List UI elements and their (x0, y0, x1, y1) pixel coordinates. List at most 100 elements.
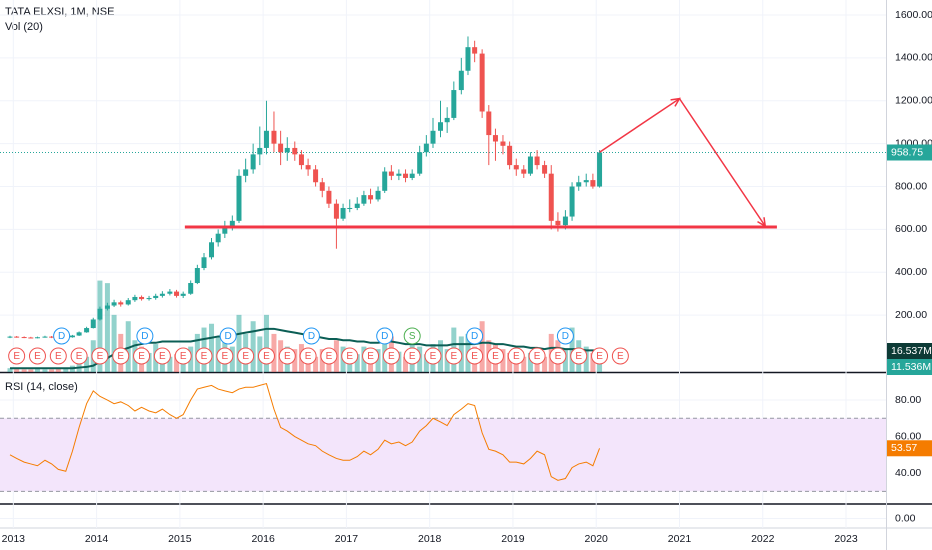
earnings-marker (237, 347, 255, 365)
candle-body (146, 298, 152, 300)
earnings-marker (299, 347, 317, 365)
volume-ma-last-label: 16.537M (891, 345, 932, 357)
candle-body (153, 295, 159, 299)
candle-body (368, 195, 374, 200)
earnings-label: E (76, 351, 83, 362)
y-tick-label: 1600.00 (895, 9, 932, 21)
earnings-label: E (617, 351, 624, 362)
volume-bar (292, 349, 298, 372)
earnings-marker (570, 347, 588, 365)
arrow-head (670, 97, 681, 107)
candle-body (174, 291, 180, 296)
candle-body (569, 186, 575, 217)
earnings-label: E (284, 351, 291, 362)
band-layer (0, 417, 886, 492)
rsi-tick-label: 60.00 (895, 430, 921, 442)
dividends-marker (556, 327, 574, 345)
candle-body (465, 47, 471, 71)
candle-body (49, 336, 55, 338)
dividends-label: D (225, 331, 232, 342)
candle-body (333, 203, 339, 219)
candle-body (403, 173, 409, 178)
candle-body (326, 190, 332, 204)
earnings-marker (403, 347, 421, 365)
earnings-marker (507, 347, 525, 365)
candle-body (513, 165, 519, 170)
earnings-label: E (534, 351, 541, 362)
volume-bar (375, 349, 381, 372)
rsi-tick-label: 40.00 (895, 467, 921, 479)
last-price-label: 958.75 (891, 146, 923, 158)
y-tick-label: 600.00 (895, 223, 927, 235)
splits-label: S (409, 331, 416, 342)
candle-body (42, 336, 48, 338)
earnings-marker (28, 347, 46, 365)
candle-body (423, 143, 429, 153)
volume-bar (146, 352, 152, 372)
earnings-marker (133, 347, 151, 365)
candle-body (486, 111, 492, 136)
earnings-label: E (221, 351, 228, 362)
candle-body (305, 165, 311, 170)
earnings-marker (549, 347, 567, 365)
candle-body (583, 180, 589, 183)
earnings-label: E (263, 351, 270, 362)
dividends-label: D (562, 331, 569, 342)
rsi-title: RSI (14, close) (5, 381, 78, 393)
volume-bar (42, 369, 48, 372)
earnings-label: E (575, 351, 582, 362)
earnings-label: E (138, 351, 145, 362)
candle-body (271, 130, 277, 144)
earnings-label: E (34, 351, 41, 362)
candles-layer (7, 36, 603, 339)
earnings-marker (112, 347, 130, 365)
dividends-label: D (471, 331, 478, 342)
candle-body (250, 154, 256, 170)
volume-bar (209, 323, 215, 372)
candle-body (492, 135, 498, 142)
volume-bar (104, 283, 110, 372)
candle-body (576, 182, 582, 187)
candle-body (479, 53, 485, 112)
projection-arrow (599, 97, 766, 227)
volume-bar (403, 356, 409, 372)
x-tick-label: 2013 (2, 533, 26, 545)
volume-bar (527, 352, 533, 372)
x-tick-label: 2020 (585, 533, 609, 545)
candle-body (125, 300, 131, 305)
x-tick-label: 2022 (751, 533, 775, 545)
x-tick-label: 2023 (834, 533, 858, 545)
candle-body (347, 207, 353, 209)
rsi-last-label: 53.57 (891, 442, 917, 454)
volume-bar (590, 352, 596, 372)
earnings-marker (424, 347, 442, 365)
x-tick-label: 2014 (85, 533, 109, 545)
dividends-label: D (308, 331, 315, 342)
candle-body (215, 233, 221, 243)
volume-bar (313, 356, 319, 372)
volume-bar (111, 314, 117, 372)
candle-body (21, 337, 27, 339)
earnings-marker (486, 347, 504, 365)
earnings-label: E (367, 351, 374, 362)
candle-body (534, 156, 540, 166)
x-tick-label: 2019 (501, 533, 525, 545)
earnings-label: E (513, 351, 520, 362)
dividends-marker (219, 327, 237, 345)
pane3-tick-label: 0.00 (895, 512, 916, 524)
earnings-label: E (13, 351, 20, 362)
events-layer: E E E E E E E E E E E E E E E E E E E E E E E E E E E E E ED D D D D D DS (8, 327, 629, 365)
earnings-marker (153, 347, 171, 365)
volume-bar (55, 368, 61, 372)
volume-bar (507, 352, 513, 372)
rsi-layer (9, 382, 601, 481)
volume-last-label: 11.536M (891, 361, 931, 373)
rsi-line (9, 382, 601, 481)
earnings-label: E (326, 351, 333, 362)
candle-body (542, 165, 548, 174)
candle-body (298, 154, 304, 166)
earnings-label: E (305, 351, 312, 362)
earnings-label: E (201, 351, 208, 362)
